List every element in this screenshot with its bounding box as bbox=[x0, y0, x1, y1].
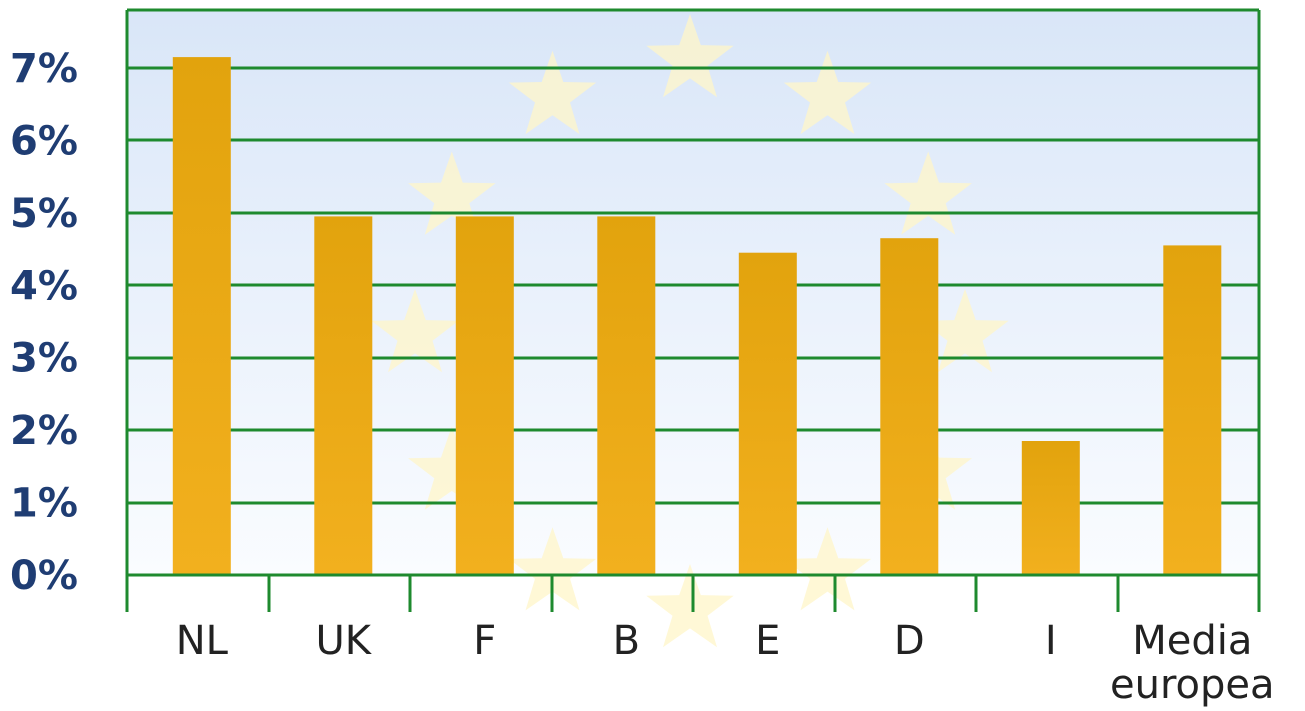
x-tick-label: E bbox=[755, 618, 780, 664]
bar-f bbox=[455, 216, 514, 575]
x-tick-label: NL bbox=[176, 618, 229, 664]
y-tick-label: 0% bbox=[10, 553, 78, 599]
x-tick-label: I bbox=[1045, 618, 1057, 664]
y-tick-label: 7% bbox=[10, 46, 78, 92]
bar-uk bbox=[314, 216, 373, 575]
star-decoration-icon bbox=[884, 151, 972, 235]
x-axis-ticks: NL UK F B E D I Media europea bbox=[176, 618, 1275, 708]
star-decoration-icon bbox=[408, 426, 496, 510]
star-decoration-icon bbox=[783, 527, 872, 611]
y-tick-label: 6% bbox=[10, 118, 78, 164]
star-decoration-icon bbox=[508, 527, 597, 611]
eu-stars-decoration bbox=[371, 14, 1009, 648]
star-decoration-icon bbox=[508, 50, 597, 135]
y-tick-label: 1% bbox=[10, 481, 78, 527]
y-tick-label: 3% bbox=[10, 336, 78, 382]
bar-d bbox=[880, 238, 939, 575]
star-decoration-icon bbox=[408, 151, 496, 235]
star-decoration-icon bbox=[646, 14, 734, 98]
bar-e bbox=[738, 252, 797, 575]
bar-i bbox=[1021, 441, 1080, 575]
star-decoration-icon bbox=[371, 289, 459, 373]
x-tick-label: UK bbox=[316, 618, 373, 664]
y-tick-label: 5% bbox=[10, 191, 78, 237]
y-tick-label: 2% bbox=[10, 408, 78, 454]
star-decoration-icon bbox=[921, 289, 1009, 373]
star-decoration-icon bbox=[646, 564, 734, 648]
x-tick-label: Media europea bbox=[1110, 618, 1275, 708]
axes bbox=[125, 10, 1261, 612]
bar-media-europea bbox=[1163, 245, 1222, 575]
y-tick-label: 4% bbox=[10, 263, 78, 309]
bar-nl bbox=[172, 57, 231, 576]
bars bbox=[172, 57, 1222, 576]
plot-background bbox=[127, 10, 1259, 575]
y-axis-ticks: 0% 1% 2% 3% 4% 5% 6% 7% bbox=[10, 46, 78, 599]
x-tick-label: F bbox=[473, 618, 496, 664]
bar-b bbox=[597, 216, 656, 575]
x-tick-label: B bbox=[613, 618, 640, 664]
x-tick-label: D bbox=[894, 618, 925, 664]
star-decoration-icon bbox=[783, 50, 872, 135]
